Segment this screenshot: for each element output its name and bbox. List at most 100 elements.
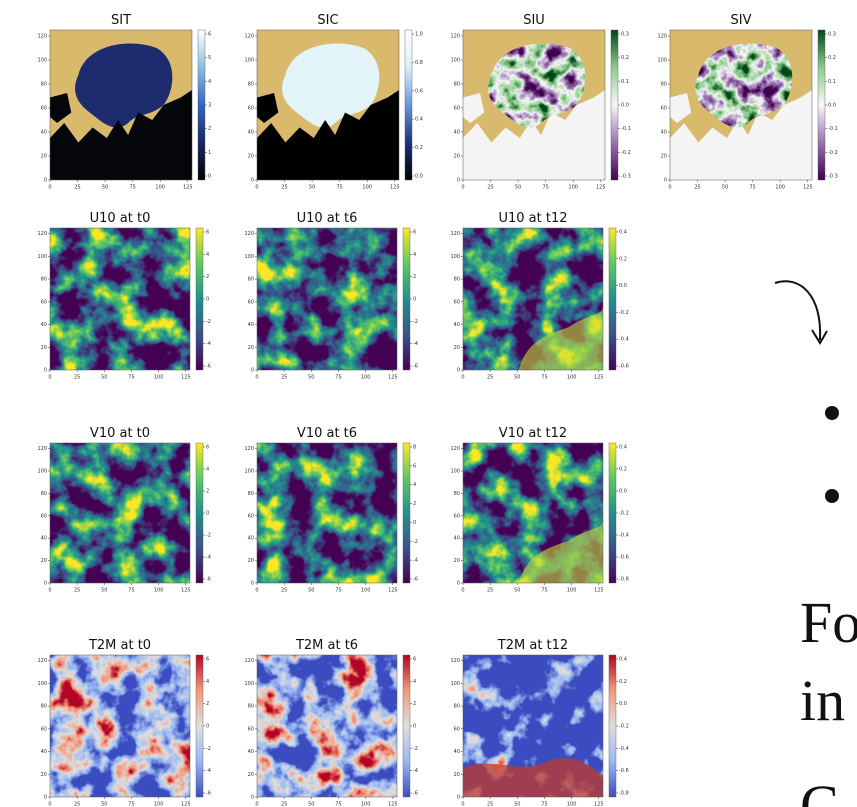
y-tick-label: 40 xyxy=(454,749,460,755)
colorbar-tick-label: 6 xyxy=(413,230,416,236)
y-tick-label: 20 xyxy=(41,558,47,564)
colorbar-tick-label: 0.2 xyxy=(415,145,423,151)
x-tick-label: 25 xyxy=(74,802,80,807)
y-tick-label: 100 xyxy=(657,58,667,64)
y-tick-label: 120 xyxy=(244,231,254,237)
x-tick-label: 50 xyxy=(308,588,314,594)
panel-title: V10 at t6 xyxy=(297,426,357,441)
y-tick-label: 40 xyxy=(248,536,254,542)
ice xyxy=(282,43,380,128)
x-tick-label: 75 xyxy=(749,185,755,191)
map-frame xyxy=(462,227,604,371)
y-tick-label: 0 xyxy=(664,178,667,184)
y-tick-label: 120 xyxy=(450,231,460,237)
x-tick-label: 100 xyxy=(155,185,165,191)
y-tick-label: 40 xyxy=(41,130,47,136)
colorbar-tick-label: 2 xyxy=(206,489,209,495)
map-frame xyxy=(669,29,813,181)
x-tick-label: 100 xyxy=(362,185,372,191)
y-tick-label: 100 xyxy=(450,254,460,260)
colorbar-tick-label: -6 xyxy=(413,364,418,370)
x-tick-label: 75 xyxy=(128,375,134,381)
x-tick-label: 100 xyxy=(361,375,371,381)
y-tick-label: 100 xyxy=(244,254,254,260)
map-frame xyxy=(49,227,191,371)
colorbar-tick-label: 6 xyxy=(208,32,211,38)
heatmap xyxy=(50,655,190,797)
colorbar-tick-label: 4 xyxy=(413,679,416,685)
x-tick-label: 0 xyxy=(48,802,51,807)
warm-region xyxy=(463,758,603,797)
x-tick-label: 100 xyxy=(567,588,577,594)
colorbar-tick-label: -0.4 xyxy=(619,533,629,539)
colorbar-tick-label: 0.2 xyxy=(619,467,627,473)
y-tick-label: 40 xyxy=(454,536,460,542)
map-frame xyxy=(256,227,398,371)
colorbar-tick-label: 0.6 xyxy=(415,88,423,94)
colorbar xyxy=(195,227,204,371)
colorbar-tick-label: 0 xyxy=(413,520,416,526)
x-tick-label: 0 xyxy=(461,375,464,381)
map-panel: T2M at t60 25 50 75 100 125120100806040200642… xyxy=(244,638,418,807)
colorbar-tick-label: 0.2 xyxy=(619,256,627,262)
x-tick-label: 0 xyxy=(668,185,671,191)
sea xyxy=(463,90,605,180)
y-tick-label: 60 xyxy=(41,106,47,112)
map-frame xyxy=(49,29,193,181)
y-tick-label: 60 xyxy=(41,299,47,305)
y-tick-label: 60 xyxy=(248,299,254,305)
bullet xyxy=(825,489,839,503)
y-tick-label: 40 xyxy=(248,130,254,136)
x-tick-label: 75 xyxy=(335,588,341,594)
colorbar-tick-label: -4 xyxy=(413,768,418,774)
y-tick-label: 100 xyxy=(450,469,460,475)
heatmap xyxy=(257,228,397,370)
x-tick-label: 75 xyxy=(335,375,341,381)
arrow xyxy=(774,280,822,341)
colorbar-tick-label: 0 xyxy=(206,297,209,303)
colorbar xyxy=(402,442,411,584)
x-tick-label: 125 xyxy=(594,375,604,381)
colorbar xyxy=(608,654,617,798)
x-tick-label: 125 xyxy=(183,185,193,191)
colorbar xyxy=(404,29,413,181)
x-tick-label: 75 xyxy=(336,185,342,191)
y-tick-label: 0 xyxy=(457,795,460,801)
colorbar-tick-label: -6 xyxy=(413,577,418,583)
y-tick-label: 80 xyxy=(41,82,47,88)
y-tick-label: 20 xyxy=(41,772,47,778)
colorbar xyxy=(195,654,204,798)
map-panel: V10 at t12 0 25 50 75 100 125 120 100 80 60 40 20 0 0.… xyxy=(450,426,628,594)
x-tick-label: 0 xyxy=(48,375,51,381)
x-tick-label: 100 xyxy=(154,802,164,807)
x-tick-label: 50 xyxy=(514,375,520,381)
colorbar xyxy=(197,29,206,181)
colorbar-tick-label: 6 xyxy=(206,657,209,663)
panel-title: SIU xyxy=(523,13,545,28)
y-tick-label: 100 xyxy=(37,254,47,260)
x-tick-label: 100 xyxy=(567,802,577,807)
map-panel: T2M at t12 0 25 50 75 100 125 120 100 80 60 40 20 0 0.… xyxy=(450,638,628,807)
panel-title: SIT xyxy=(111,13,131,28)
bullet xyxy=(825,406,839,420)
y-tick-label: 40 xyxy=(248,749,254,755)
x-tick-label: 25 xyxy=(74,185,80,191)
y-tick-label: 120 xyxy=(37,231,47,237)
x-tick-label: 50 xyxy=(308,375,314,381)
colorbar xyxy=(402,227,411,371)
panel-title: T2M at t12 xyxy=(497,638,568,653)
map-panel: SIV 0 25 50 75 100 125 120 100 80 60 40 20 0 0.3 0.2 0.1… xyxy=(657,13,837,191)
x-tick-label: 50 xyxy=(102,185,108,191)
y-tick-label: 80 xyxy=(454,82,460,88)
heatmap xyxy=(50,228,190,370)
y-tick-label: 20 xyxy=(454,772,460,778)
map-panel: U10 at t12 0 25 50 75 100 125 120 100 80 60 40 20 0 0.… xyxy=(450,211,628,381)
colorbar-tick-label: 0.2 xyxy=(621,55,629,61)
colorbar-tick-label: 2 xyxy=(413,701,416,707)
colorbar-tick-label: 2 xyxy=(413,501,416,507)
colorbar-tick-label: -0.2 xyxy=(619,511,629,517)
map-panel: V10 at t60 25 50 75 100 125120100806040200864… xyxy=(244,426,418,594)
x-tick-label: 100 xyxy=(775,185,785,191)
y-tick-label: 120 xyxy=(450,446,460,452)
